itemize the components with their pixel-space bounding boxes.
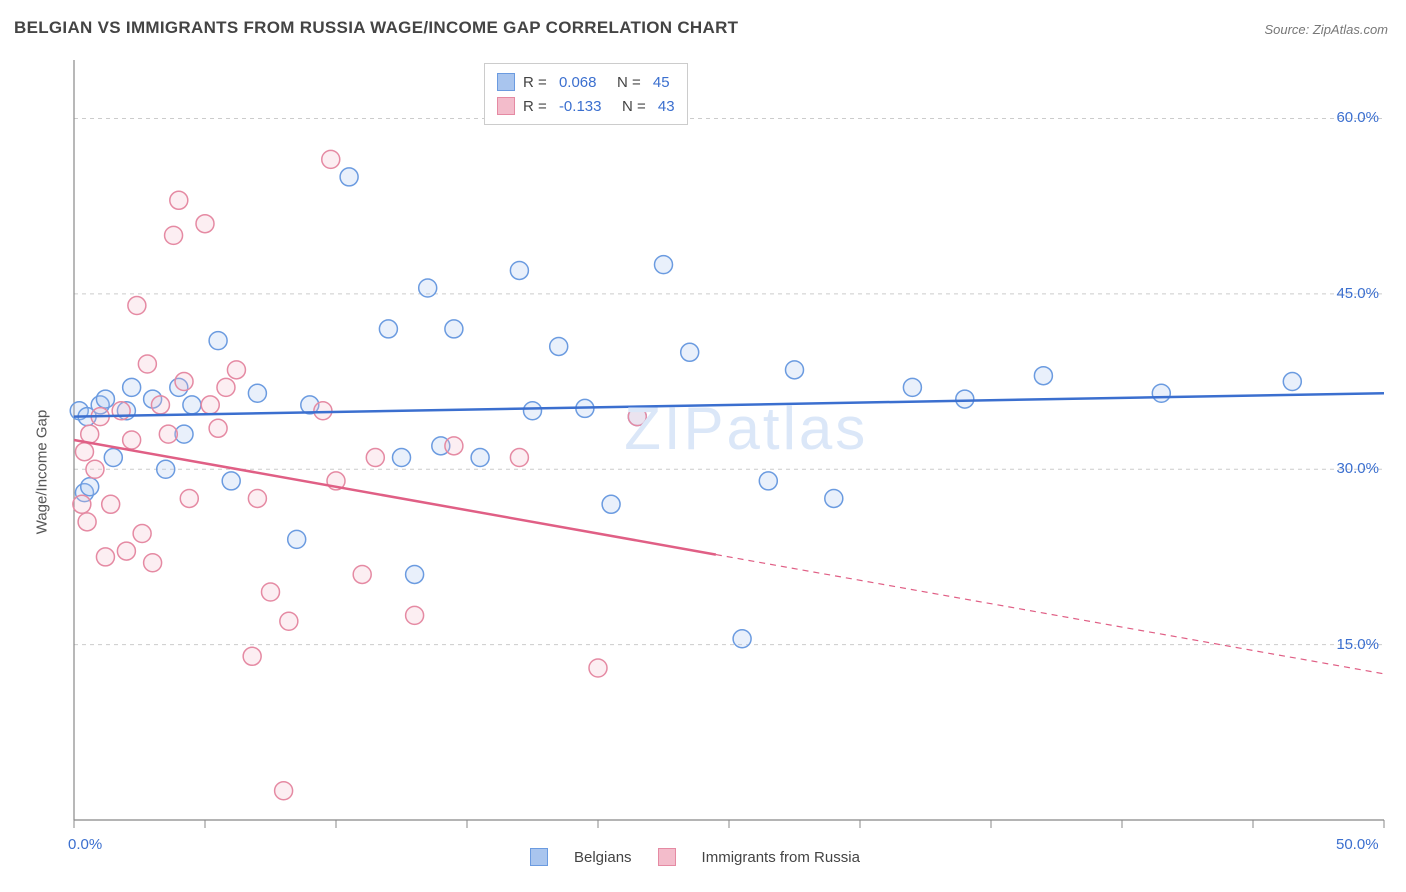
y-tick-label: 15.0% — [1324, 636, 1379, 653]
series-name: Belgians — [574, 849, 632, 866]
legend-r-value: -0.133 — [559, 98, 602, 115]
y-tick-label: 60.0% — [1324, 109, 1379, 126]
series-swatch-icon — [530, 848, 548, 866]
legend-r-value: 0.068 — [559, 74, 597, 91]
series-swatch-icon — [658, 848, 676, 866]
series-swatch-icon — [497, 97, 515, 115]
y-axis-label: Wage/Income Gap — [34, 410, 51, 535]
series-name: Immigrants from Russia — [702, 849, 860, 866]
x-tick-label: 50.0% — [1336, 836, 1379, 853]
legend-row: R = 0.068 N = 45 — [497, 70, 675, 94]
legend-r-label: R = — [523, 74, 551, 91]
x-tick-label: 0.0% — [68, 836, 102, 853]
chart-title: BELGIAN VS IMMIGRANTS FROM RUSSIA WAGE/I… — [14, 18, 738, 38]
series-legend: Belgians Immigrants from Russia — [530, 848, 860, 866]
legend-row: R = -0.133 N = 43 — [497, 94, 675, 118]
y-tick-label: 30.0% — [1324, 460, 1379, 477]
legend-n-value: 45 — [653, 74, 670, 91]
legend-r-label: R = — [523, 98, 551, 115]
legend-n-label: N = — [609, 98, 649, 115]
legend-n-label: N = — [604, 74, 644, 91]
source-label: Source: ZipAtlas.com — [1264, 22, 1388, 37]
legend-n-value: 43 — [658, 98, 675, 115]
series-swatch-icon — [497, 73, 515, 91]
scatter-plot — [14, 50, 1392, 890]
y-tick-label: 45.0% — [1324, 285, 1379, 302]
correlation-legend: R = 0.068 N = 45 R = -0.133 N = 43 — [484, 63, 688, 125]
chart-header: BELGIAN VS IMMIGRANTS FROM RUSSIA WAGE/I… — [0, 0, 1406, 56]
chart-container: Wage/Income Gap ZIPatlas R = 0.068 N = 4… — [14, 50, 1392, 890]
